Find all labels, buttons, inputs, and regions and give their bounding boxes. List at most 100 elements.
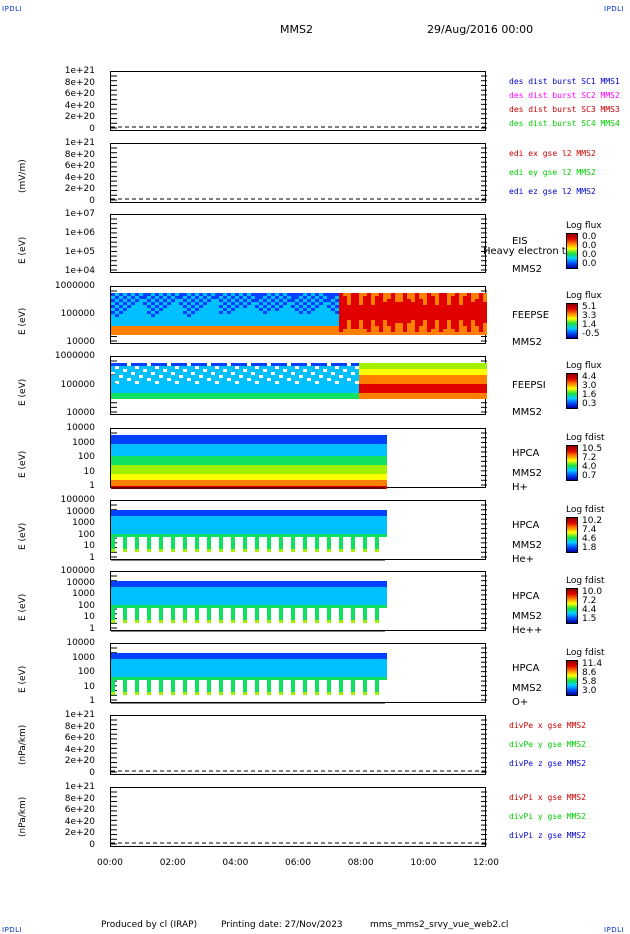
spectrogram-cell [303, 329, 307, 332]
spectrogram-cell [423, 363, 427, 366]
spectrogram-cell [403, 387, 407, 390]
spectrogram-cell [219, 314, 223, 317]
spectrogram-cell [239, 459, 243, 462]
spectrogram-cell [239, 477, 243, 480]
spectrogram-cell [111, 483, 115, 486]
spectrogram-cell [211, 581, 215, 584]
spectrogram-cell [287, 320, 291, 323]
spectrogram-cell [411, 363, 415, 366]
spectrogram-cell [343, 441, 347, 444]
spectrogram-cell [179, 581, 183, 584]
spectrogram-cell [355, 522, 359, 525]
spectrogram-cell [123, 602, 127, 605]
spectrogram-cell [471, 375, 475, 378]
spectrogram-cell [259, 531, 263, 534]
spectrogram-cell [179, 323, 183, 326]
spectrogram-cell [383, 444, 387, 447]
spectrogram-cell [171, 519, 175, 522]
spectrogram-cell [187, 522, 191, 525]
spectrogram-cell [223, 323, 227, 326]
spectrogram-cell [227, 375, 231, 378]
spectrogram-cell [339, 299, 343, 302]
spectrogram-cell [383, 308, 387, 311]
spectrogram-cell [183, 390, 187, 393]
spectrogram-cell [375, 305, 379, 308]
spectrogram-cell [143, 311, 147, 314]
spectrogram-cell [227, 459, 231, 462]
spectrogram-cell [243, 384, 247, 387]
spectrogram-cell [135, 393, 139, 396]
spectrogram-cell [331, 332, 335, 335]
spectrogram-cell [155, 447, 159, 450]
spectrogram-cell [191, 438, 195, 441]
spectrogram-cell [475, 308, 479, 311]
spectrogram-cell [383, 519, 387, 522]
spectrogram-cell [115, 302, 119, 305]
spectrogram-cell [143, 381, 147, 384]
spectrogram-cell [247, 528, 251, 531]
spectrogram-cell [191, 447, 195, 450]
spectrogram-cell [279, 387, 283, 390]
spectrogram-cell [367, 317, 371, 320]
spectrogram-cell [303, 393, 307, 396]
spectrogram-cell [423, 372, 427, 375]
spectrogram-cell [187, 296, 191, 299]
spectrogram-cell [123, 480, 127, 483]
spectrogram-cell [219, 590, 223, 593]
panel-label: HPCA [512, 448, 540, 459]
spectrogram-cell [199, 510, 203, 513]
spectrogram-cell [235, 462, 239, 465]
spectrogram-cell [439, 390, 443, 393]
spectrogram-cell [163, 516, 167, 519]
spectrogram-cell [443, 302, 447, 305]
spectrogram-cell [239, 366, 243, 369]
spectrogram-cell [475, 326, 479, 329]
spectrogram-cell [275, 459, 279, 462]
spectrogram-cell [367, 441, 371, 444]
spectrogram-cell [187, 381, 191, 384]
spectrogram-cell [251, 326, 255, 329]
spectrogram-cell [175, 444, 179, 447]
spectrogram-cell [179, 384, 183, 387]
spectrogram-cell [351, 510, 355, 513]
spectrogram-cell [263, 384, 267, 387]
spectrogram-cell [207, 483, 211, 486]
spectrogram-cell [263, 447, 267, 450]
spectrogram-cell [187, 513, 191, 516]
spectrogram-cell [347, 534, 351, 537]
spectrogram-cell [443, 369, 447, 372]
spectrogram-cell [199, 602, 203, 605]
spectrogram-cell [247, 299, 251, 302]
spectrogram-cell [323, 332, 327, 335]
spectrogram-cell [159, 441, 163, 444]
spectrogram-cell [239, 525, 243, 528]
spectrogram-cell [379, 332, 383, 335]
spectrogram-cell [371, 441, 375, 444]
spectrogram-cell [151, 522, 155, 525]
spectrogram-cell [163, 605, 167, 608]
spectrogram-cell [119, 587, 123, 590]
spectrogram-cell [331, 366, 335, 369]
spectrogram-cell [247, 465, 251, 468]
spectrogram-cell [139, 519, 143, 522]
spectrogram-cell [135, 516, 139, 519]
spectrogram-cell [307, 462, 311, 465]
spectrogram-cell [407, 311, 411, 314]
spectrogram-cell [287, 513, 291, 516]
spectrogram-cell [303, 513, 307, 516]
spectrogram-cell [295, 390, 299, 393]
spectrogram-cell [187, 384, 191, 387]
spectrogram-cell [339, 471, 343, 474]
spectrogram-cell [371, 384, 375, 387]
spectrogram-cell [195, 453, 199, 456]
spectrogram-cell [307, 471, 311, 474]
spectrogram-cell [287, 329, 291, 332]
spectrogram-cell [247, 311, 251, 314]
spectrogram-cell [199, 581, 203, 584]
spectrogram-cell [123, 387, 127, 390]
spectrogram-cell [387, 302, 391, 305]
spectrogram-cell [111, 378, 115, 381]
spectrogram-cell [363, 546, 367, 549]
spectrogram-cell [287, 477, 291, 480]
spectrogram-cell [151, 471, 155, 474]
